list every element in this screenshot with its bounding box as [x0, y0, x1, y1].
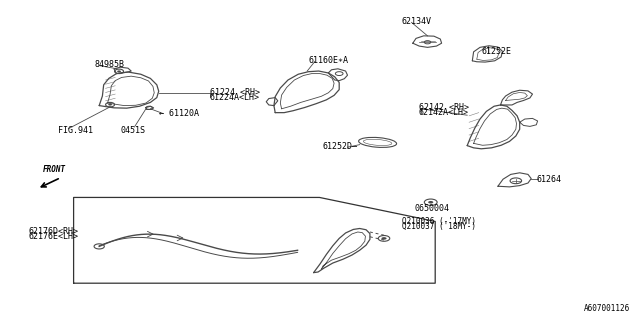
Text: 62176E<LH>: 62176E<LH>: [29, 232, 79, 241]
Text: FIG.941: FIG.941: [58, 126, 93, 135]
Text: 84985B: 84985B: [95, 60, 125, 68]
Text: 0451S: 0451S: [120, 126, 145, 135]
Text: ← 61120A: ← 61120A: [159, 109, 198, 118]
Text: 61264: 61264: [536, 175, 561, 184]
Text: 61224A<LH>: 61224A<LH>: [210, 93, 260, 102]
Text: 62134V: 62134V: [402, 17, 432, 26]
Text: 62142 <RH>: 62142 <RH>: [419, 103, 468, 112]
Text: 62142A<LH>: 62142A<LH>: [419, 108, 468, 117]
Circle shape: [117, 70, 121, 72]
Text: Q210036 (-'17MY): Q210036 (-'17MY): [402, 217, 476, 226]
Circle shape: [381, 237, 387, 240]
Text: 61252E: 61252E: [482, 47, 512, 56]
Circle shape: [108, 104, 112, 106]
Text: 62176D<RH>: 62176D<RH>: [29, 227, 79, 236]
Text: FRONT: FRONT: [43, 165, 66, 174]
Text: A607001126: A607001126: [584, 304, 630, 313]
Text: 61252D—: 61252D—: [323, 142, 358, 151]
Text: 61224 <RH>: 61224 <RH>: [210, 88, 260, 97]
Text: 0650004: 0650004: [415, 204, 450, 213]
Circle shape: [428, 201, 433, 204]
Text: Q210037 ('18MY-): Q210037 ('18MY-): [402, 222, 476, 231]
Text: 61160E∗A: 61160E∗A: [308, 56, 349, 65]
